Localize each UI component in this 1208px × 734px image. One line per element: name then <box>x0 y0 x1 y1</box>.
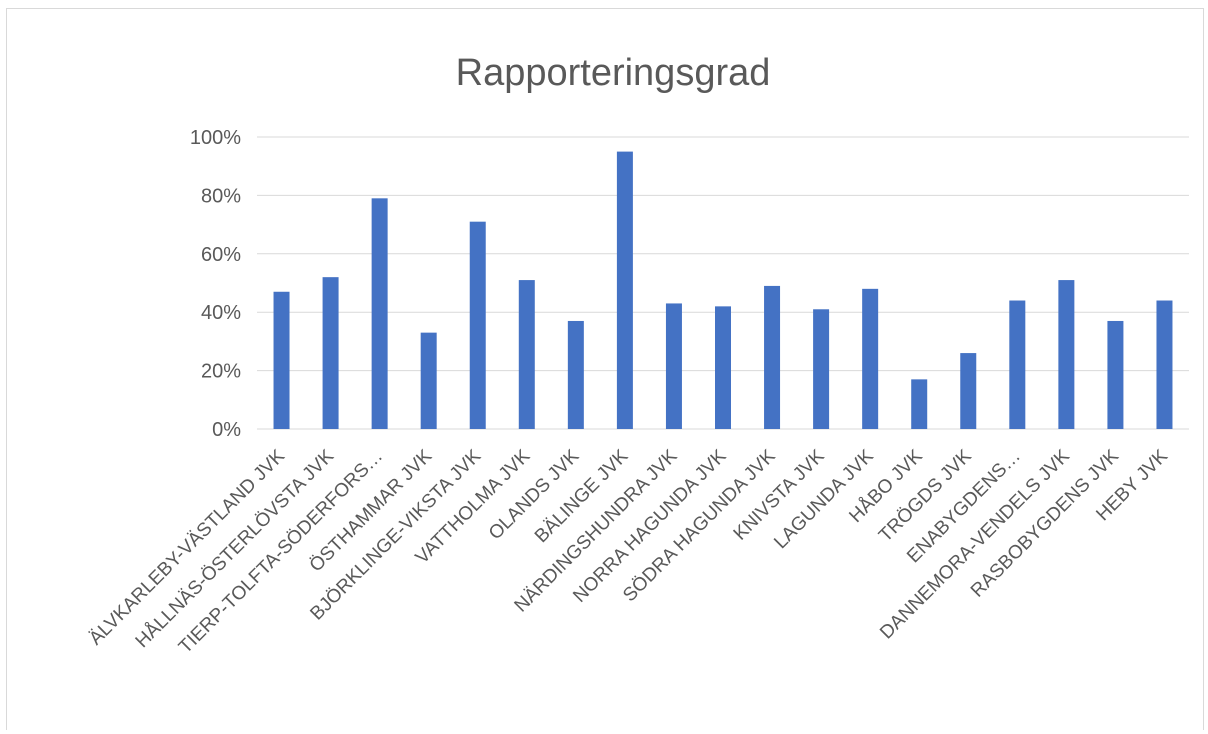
chart-frame: Rapporteringsgrad 0% 20% 40% 60% 80% 100% ÄLV… <box>6 8 1204 730</box>
bar <box>1107 320 1124 429</box>
bar <box>911 379 928 429</box>
bar <box>764 285 781 429</box>
bar <box>665 303 682 429</box>
bar <box>273 291 290 429</box>
bar-chart: Rapporteringsgrad 0% 20% 40% 60% 80% 100% ÄLV… <box>85 52 1189 658</box>
y-tick-label: 40% <box>201 302 241 324</box>
bar <box>371 198 388 429</box>
bar <box>715 306 731 429</box>
bar <box>960 353 977 429</box>
bars <box>273 151 1173 429</box>
bar <box>322 277 339 429</box>
y-tick-label: 80% <box>201 185 241 207</box>
bar <box>1156 300 1173 429</box>
bar <box>616 151 633 429</box>
x-tick-label: HÅLLNÄS-ÖSTERLÖVSTA JVK <box>132 445 339 652</box>
bar <box>1058 280 1075 429</box>
bar <box>813 309 830 429</box>
x-tick-label: ÄLVKARLEBY-VÄSTLAND JVK <box>85 445 289 649</box>
bar <box>420 332 437 429</box>
bar <box>518 280 535 429</box>
y-tick-label: 20% <box>201 361 241 383</box>
y-tick-label: 60% <box>201 244 241 266</box>
x-axis-labels: ÄLVKARLEBY-VÄSTLAND JVKHÅLLNÄS-ÖSTERLÖVS… <box>85 445 1172 657</box>
y-tick-label: 100% <box>190 127 241 149</box>
bar <box>567 320 584 429</box>
y-axis-ticks: 0% 20% 40% 60% 80% 100% <box>190 127 241 441</box>
x-tick-label: TIERP-TOLFTA-SÖDERFORS… <box>175 446 387 658</box>
bar <box>862 288 879 429</box>
bar <box>469 221 486 429</box>
bar <box>1009 300 1026 429</box>
chart-title: Rapporteringsgrad <box>456 52 771 94</box>
y-tick-label: 0% <box>212 419 241 441</box>
